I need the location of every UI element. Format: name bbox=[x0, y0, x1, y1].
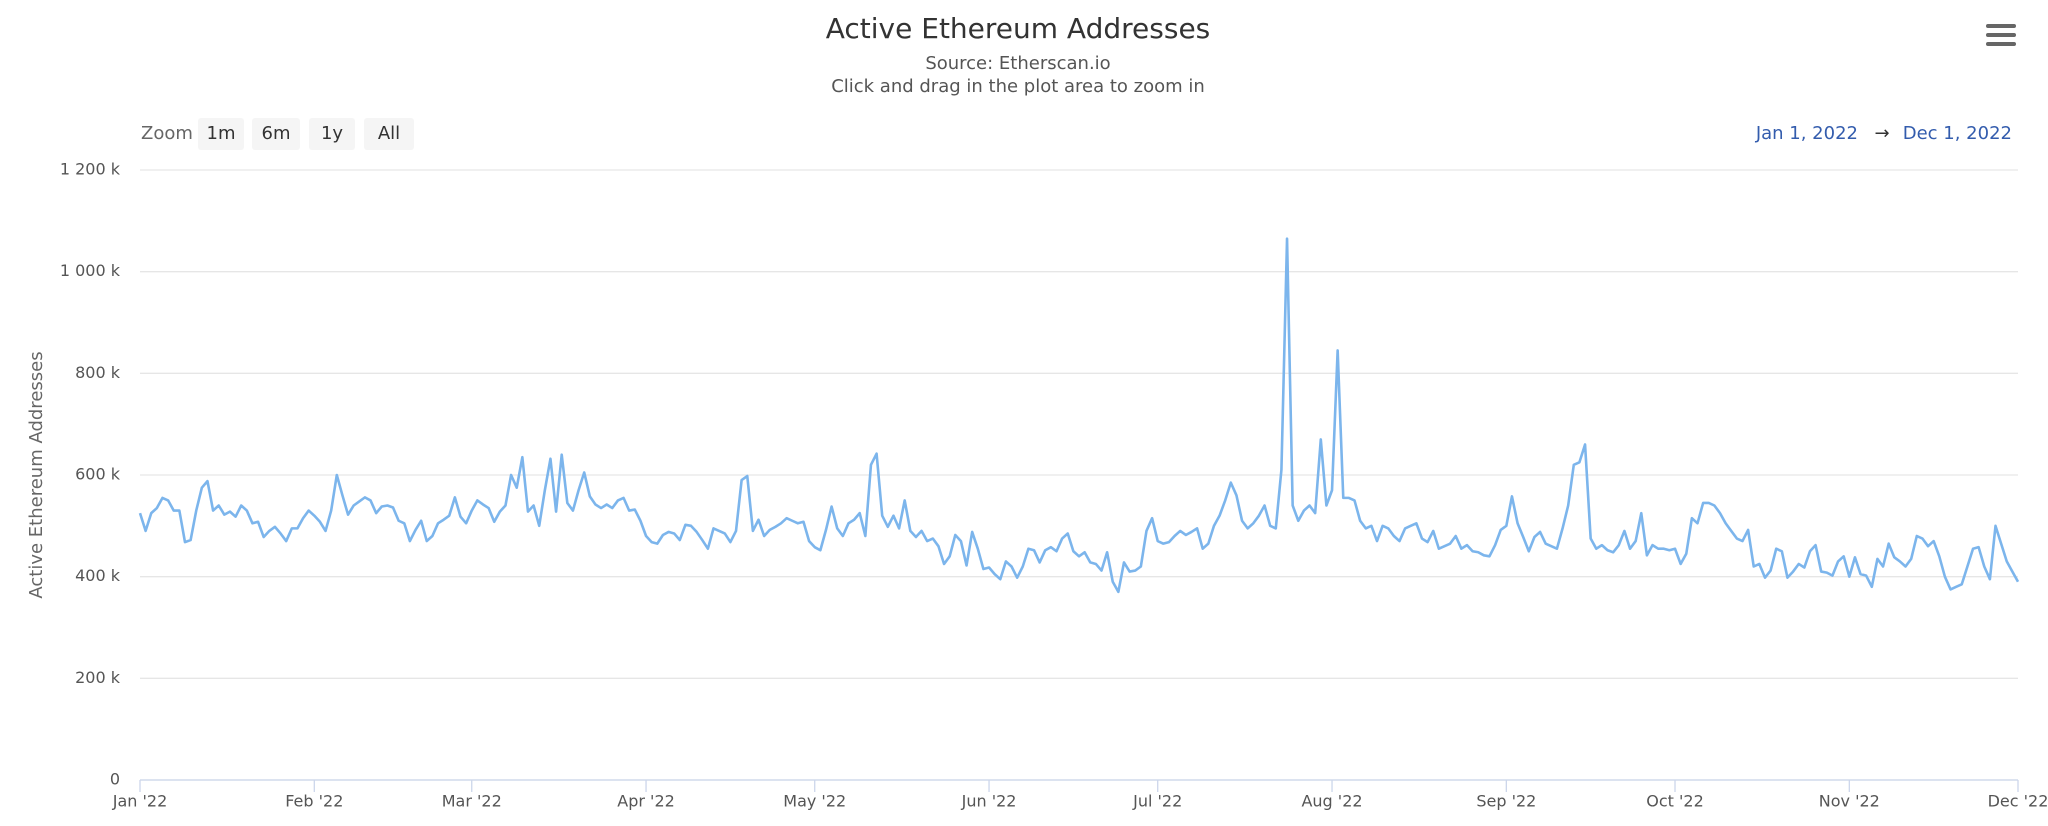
y-tick-label: 0 bbox=[110, 770, 120, 789]
zoom-button[interactable] bbox=[252, 118, 300, 150]
x-tick-label: Mar '22 bbox=[442, 792, 502, 811]
y-tick-label: 600 k bbox=[75, 465, 121, 484]
y-tick-label: 1 000 k bbox=[60, 261, 121, 280]
y-tick-label: 400 k bbox=[75, 566, 121, 585]
y-tick-label: 200 k bbox=[75, 668, 121, 687]
menu-bar bbox=[1986, 33, 2016, 37]
x-tick-label: Oct '22 bbox=[1646, 792, 1704, 811]
menu-bar bbox=[1986, 24, 2016, 28]
zoom-button-label[interactable]: All bbox=[378, 123, 400, 144]
chart-subtitle: Source: Etherscan.io bbox=[925, 53, 1110, 74]
y-tick-label: 1 200 k bbox=[60, 160, 121, 179]
x-tick-label: Feb '22 bbox=[285, 792, 343, 811]
x-tick-label: May '22 bbox=[783, 792, 846, 811]
zoom-button-label[interactable]: 1y bbox=[321, 123, 343, 144]
y-tick-label: 800 k bbox=[75, 363, 121, 382]
menu-bar bbox=[1986, 42, 2016, 46]
x-tick-label: Sep '22 bbox=[1476, 792, 1536, 811]
zoom-button-label[interactable]: 1m bbox=[207, 123, 236, 144]
zoom-label: Zoom bbox=[141, 123, 193, 144]
zoom-button-label[interactable]: 6m bbox=[262, 123, 291, 144]
x-tick-label: Jan '22 bbox=[112, 792, 168, 811]
zoom-button[interactable] bbox=[364, 118, 414, 150]
chart-title: Active Ethereum Addresses bbox=[826, 12, 1211, 45]
x-tick-label: Jun '22 bbox=[961, 792, 1017, 811]
x-tick-label: Aug '22 bbox=[1301, 792, 1362, 811]
menu-button[interactable] bbox=[1986, 24, 2016, 46]
data-line bbox=[138, 237, 2020, 594]
zoom-button[interactable] bbox=[198, 118, 244, 150]
range-from[interactable]: Jan 1, 2022 bbox=[1755, 123, 1858, 144]
chart-caption: Click and drag in the plot area to zoom … bbox=[831, 76, 1205, 97]
y-axis-label: Active Ethereum Addresses bbox=[26, 351, 47, 598]
zoom-button[interactable] bbox=[309, 118, 355, 150]
range-to[interactable]: Dec 1, 2022 bbox=[1903, 123, 2012, 144]
x-tick-label: Dec '22 bbox=[1988, 792, 2048, 811]
x-tick-label: Jul '22 bbox=[1132, 792, 1182, 811]
x-tick-label: Nov '22 bbox=[1819, 792, 1880, 811]
x-tick-label: Apr '22 bbox=[617, 792, 675, 811]
range-arrow: → bbox=[1874, 123, 1889, 144]
